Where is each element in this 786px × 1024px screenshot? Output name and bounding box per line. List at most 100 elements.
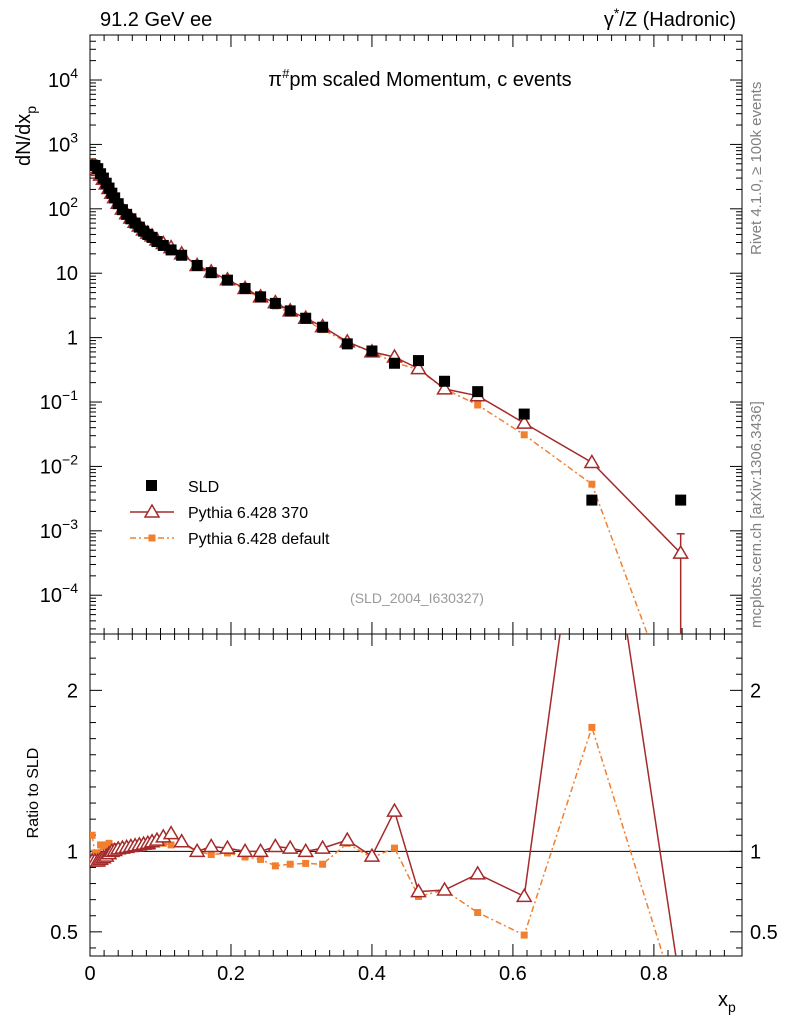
ratio-pythia370-point [436,881,453,896]
pythia370-point [410,360,427,375]
y-axis-label: dN/dxp [13,106,39,166]
plot-title-sup: # [282,66,290,81]
sld-point [165,244,177,256]
sld-point [675,494,687,506]
sld-point [518,408,530,420]
legend-sld-label: SLD [188,479,219,496]
legend-pythia370-label: Pythia 6.428 370 [188,505,308,522]
sld-point [205,267,217,279]
ratio-pythia-default-point [167,841,175,849]
ratio-pythia-default-point [588,723,596,731]
y-axis-label-sub: p [23,106,39,114]
ratio-pythia370-point [202,838,220,853]
legend: SLD Pythia 6.428 370 Pythia 6.428 defaul… [130,479,330,548]
y-tick-label-base: 10 [40,392,62,414]
ratio-pythia370-point [162,825,180,840]
ratio-y-tick-label: 1 [67,841,78,863]
main-plot-data [90,158,689,728]
ratio-pythia370-point [236,842,254,858]
pythia-default-point [677,721,684,728]
rivet-version-label: Rivet 4.1.0, ≥ 100k events [748,82,765,255]
x-tick-label: 0 [84,963,95,985]
sld-point [221,274,233,286]
pythia-default-point [520,431,528,439]
y-tick-label: 10 [56,263,78,285]
sld-point [151,236,163,248]
ratio-pythia-default-line [91,724,664,956]
sld-point [157,239,169,251]
sld-point [317,321,329,333]
ratio-y-tick-label-right: 0.5 [750,922,778,944]
y-tick-label-exp: 4 [70,65,78,81]
y-tick-label: 102 [48,194,78,221]
y-tick-label: 1 [67,328,78,350]
ratio-plot-data [90,634,742,956]
ratio-y-tick-label-right: 1 [750,841,761,863]
ratio-y-axis-label: Ratio to SLD [25,748,42,839]
y-tick-label: 10−3 [40,516,78,543]
sld-point [300,312,312,324]
header-process-star: * [614,5,620,21]
ratio-y-tick-label: 2 [67,680,78,702]
header-process-gamma: γ [604,9,614,31]
ratio-pythia-default-point [286,860,294,868]
pythia370-point [583,454,601,469]
sld-point [586,494,598,506]
plot-title: π#pm scaled Momentum, c events [268,66,571,91]
y-tick-label-base: 10 [40,585,62,607]
sld-point [176,249,188,261]
y-tick-label: 10−1 [40,387,78,414]
y-tick-label-exp: 3 [70,129,78,145]
y-tick-label-exp: −1 [62,387,78,403]
ratio-pythia-default-point [90,831,96,839]
y-tick-label: 104 [48,65,78,92]
sld-point [191,259,203,271]
plot-title-pi: π [268,69,282,91]
legend-pythia-default-label: Pythia 6.428 default [188,531,330,548]
sld-point [472,386,484,398]
ratio-pythia-default-point [474,909,482,917]
ratio-pythia370-point [188,842,206,858]
ratio-pythia370-point [363,847,381,862]
legend-sld-marker [146,480,157,491]
ratio-pythia370-point [267,838,284,853]
x-tick-label: 0.6 [499,963,527,985]
ratio-pythia370-point [386,802,403,817]
sld-point [112,198,124,210]
ratio-y-tick-label-right: 2 [750,680,761,702]
y-tick-label-base: 10 [48,199,70,221]
y-tick-label: 103 [48,129,78,156]
ratio-pythia-default-point [271,862,279,870]
y-tick-label-exp: −4 [62,580,78,596]
pythia-default-point [588,480,596,488]
ratio-pythia370-line [92,634,677,956]
ratio-pythia370-point [219,839,236,854]
x-tick-label: 0.4 [358,963,386,985]
y-tick-label-exp: 2 [70,194,78,210]
x-tick-label: 0.2 [217,963,245,985]
ratio-pythia370-point [281,839,299,854]
y-tick-label-base: 10 [56,263,78,285]
sld-point [341,338,353,350]
sld-point [389,357,401,369]
pythia370-point [672,544,689,559]
sld-point [284,305,296,317]
ratio-pythia-default-point [391,844,399,852]
x-tick-label: 0.8 [640,963,668,985]
sld-point [255,291,267,303]
ratio-pythia370-point [252,842,269,858]
header-energy: 91.2 GeV ee [100,9,212,31]
ratio-pythia-default-point [257,855,265,863]
y-tick-label-base: 1 [67,328,78,350]
y-tick-label: 10−4 [40,580,78,607]
x-axis-label-main: x [718,989,728,1011]
legend-pythia-default-marker [148,534,156,542]
ratio-plot-frame [89,633,743,957]
y-tick-label-exp: −2 [62,451,78,467]
analysis-reference: (SLD_2004_I630327) [350,590,484,606]
legend-pythia370-marker [143,503,161,518]
ratio-pythia370-point [173,833,190,848]
y-tick-label-exp: −3 [62,516,78,532]
